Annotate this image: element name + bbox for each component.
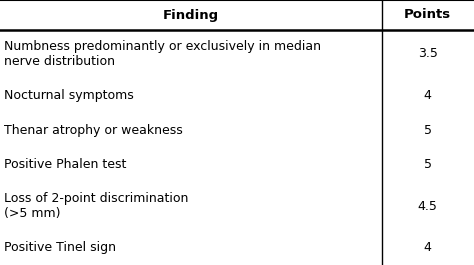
Text: Points: Points bbox=[404, 8, 451, 21]
Text: Positive Phalen test: Positive Phalen test bbox=[4, 158, 126, 171]
Text: Positive Tinel sign: Positive Tinel sign bbox=[4, 241, 116, 254]
Text: Numbness predominantly or exclusively in median
nerve distribution: Numbness predominantly or exclusively in… bbox=[4, 40, 321, 68]
Text: 5: 5 bbox=[424, 123, 432, 136]
Text: 5: 5 bbox=[424, 158, 432, 171]
Text: 4: 4 bbox=[424, 89, 432, 102]
Text: 3.5: 3.5 bbox=[418, 47, 438, 60]
Text: 4.5: 4.5 bbox=[418, 200, 438, 213]
Text: Nocturnal symptoms: Nocturnal symptoms bbox=[4, 89, 134, 102]
Text: 4: 4 bbox=[424, 241, 432, 254]
Text: Loss of 2-point discrimination
(>5 mm): Loss of 2-point discrimination (>5 mm) bbox=[4, 192, 188, 220]
Text: Thenar atrophy or weakness: Thenar atrophy or weakness bbox=[4, 123, 182, 136]
Text: Finding: Finding bbox=[163, 8, 219, 21]
